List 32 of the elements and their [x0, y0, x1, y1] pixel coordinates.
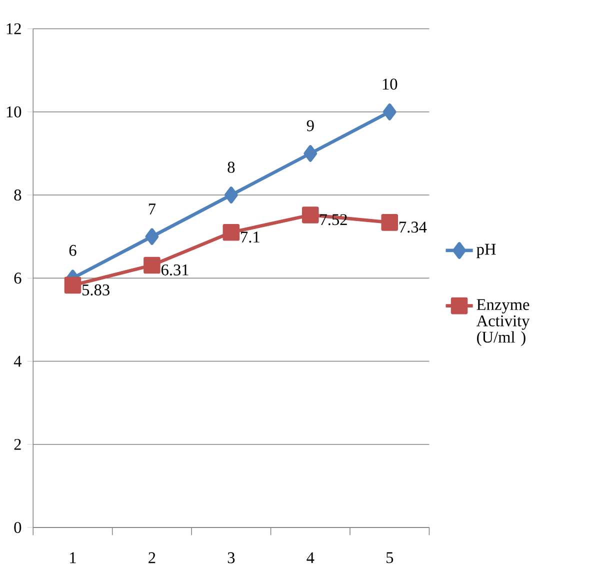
data-label: 7.34: [400, 222, 427, 233]
legend-label: Enzyme Activity (U/ml ): [476, 299, 530, 346]
data-label: 8: [228, 162, 235, 173]
x-tick-label: 4: [306, 552, 314, 564]
point: [382, 104, 396, 120]
data-label: 7: [148, 204, 156, 214]
point: [302, 206, 319, 224]
data-label: 5.83: [82, 284, 110, 296]
y-tick-label: 0: [14, 522, 22, 534]
point: [381, 214, 398, 231]
data-label: 10: [382, 78, 398, 90]
x-tick-label: 3: [228, 552, 235, 564]
y-tick-label: 4: [14, 356, 22, 367]
x-tick-label: 2: [148, 552, 156, 564]
data-label: 6.31: [161, 264, 188, 276]
y-tick-label: 10: [6, 106, 22, 118]
data-label: 9: [306, 120, 314, 132]
data-label: 7.1: [241, 232, 260, 243]
point: [304, 145, 318, 162]
point: [222, 224, 240, 241]
point: [64, 276, 82, 294]
x-tick-label: 5: [386, 552, 394, 564]
x-tick-label: 1: [70, 552, 76, 564]
y-tick-label: 2: [14, 439, 21, 450]
legend-label: pH: [476, 244, 496, 258]
point: [224, 186, 238, 204]
y-tick-label: 8: [14, 190, 22, 201]
y-tick-label: 6: [14, 272, 22, 284]
point: [144, 256, 160, 274]
point: [145, 228, 159, 246]
data-label: 6: [69, 245, 76, 256]
y-tick-label: 12: [6, 24, 21, 34]
